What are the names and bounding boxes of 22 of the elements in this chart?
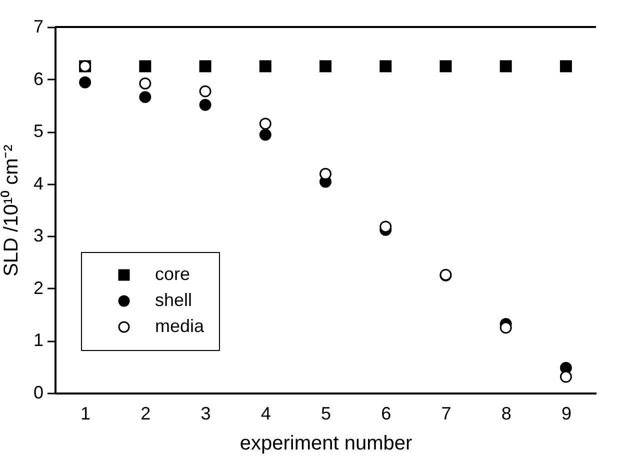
x-tick-label: 9 [561,404,572,424]
legend-label: media [155,316,206,336]
x-tick-label: 2 [140,404,151,424]
y-tick-label: 1 [33,330,44,350]
x-tick-label: 5 [320,404,332,424]
legend-label: core [155,264,190,284]
y-tick-label: 4 [33,173,44,194]
x-tick-label: 3 [200,404,211,424]
y-tick-label: 6 [33,68,44,89]
x-tick-label: 6 [381,404,392,424]
legend-label: shell [155,290,192,310]
y-tick-label: 0 [33,382,44,402]
y-tick-label: 5 [33,121,44,142]
x-tick-label: 1 [80,404,91,424]
x-axis-title: experiment number [240,432,412,454]
x-tick-label: 4 [260,404,271,424]
x-tick-label: 8 [501,404,512,424]
y-tick-label: 7 [33,16,44,36]
y-axis-title: SLD /10¹⁰ cm⁻² [0,144,22,276]
y-tick-label: 3 [33,226,44,246]
x-tick-label: 7 [441,404,452,424]
y-tick-label: 2 [33,278,44,298]
